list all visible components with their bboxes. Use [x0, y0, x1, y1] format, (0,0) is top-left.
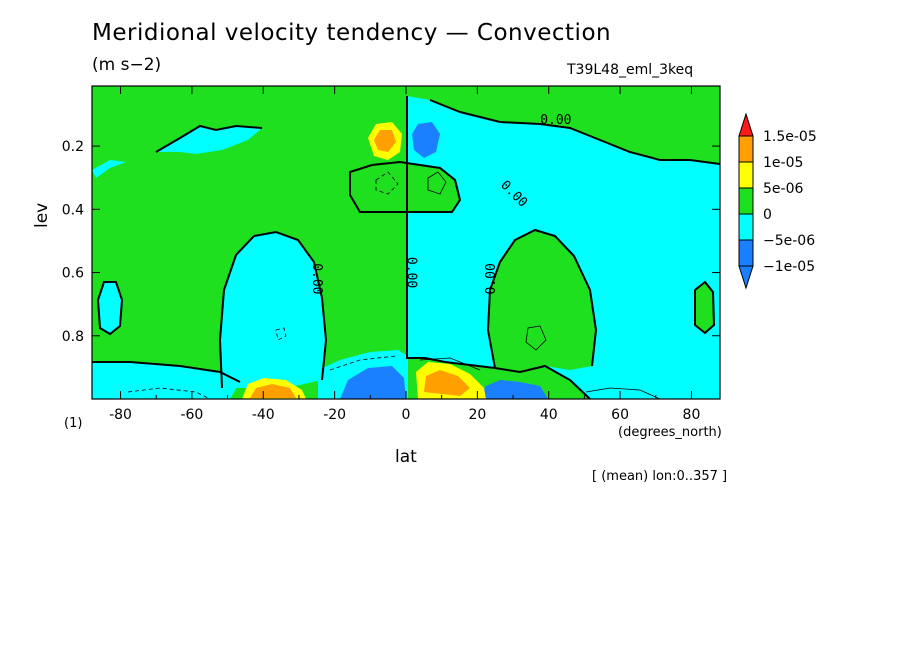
colorbar-tick-label: 5e-06: [763, 181, 803, 197]
x-tick-label: -40: [252, 407, 275, 423]
y-axis: 0.2 0.4 0.6 0.8: [62, 139, 720, 345]
field-region-sh-midlat-negative: [220, 232, 326, 388]
zero-contours: [92, 96, 720, 399]
field-region-nh-surface-core-negative: [478, 380, 548, 399]
y-tick-label: 0.4: [62, 202, 84, 218]
colorbar-band: [738, 135, 754, 163]
y-tick-label: 0.6: [62, 266, 84, 282]
field-region-sh-surface-negative: [92, 362, 240, 399]
chart-title: Meridional velocity tendency — Convectio…: [92, 20, 612, 46]
contour-value-label: 0.00: [484, 263, 499, 294]
x-axis-label: lat: [395, 447, 417, 467]
colorbar-bottom-arrow: [738, 265, 754, 290]
colorbar-tick-label: 0: [763, 207, 772, 223]
x-tick-label: 60: [611, 407, 629, 423]
colorbar-tick-label: 1e-05: [763, 155, 803, 171]
colorbar-band: [738, 187, 754, 215]
y-bottom-label: (1): [64, 416, 83, 431]
field-region-strat-dipole-negative: [412, 122, 440, 158]
colorbar-tick-label: −1e-05: [763, 259, 815, 275]
x-tick-label: -20: [323, 407, 346, 423]
footnote: [ (mean) lon:0..357 ]: [592, 469, 728, 484]
colorbar-tick-label: 1.5e-05: [763, 129, 817, 145]
field-region-strat-dipole-core-positive: [374, 130, 396, 152]
field-region-strat-left-negative: [92, 160, 126, 178]
contour-value-label: 0.00: [403, 257, 418, 288]
y-tick-label: 0.8: [62, 329, 84, 345]
colorbar-band: [738, 213, 754, 241]
x-tick-label: 40: [540, 407, 558, 423]
x-tick-label: 80: [683, 407, 701, 423]
field-region-nh-surface-core-positive: [424, 370, 470, 396]
x-axis-units: (degrees_north): [618, 425, 722, 440]
plot-area: [92, 86, 720, 399]
colorbar-top-arrow: [738, 112, 754, 137]
field-region-arctic-positive: [695, 282, 714, 333]
field-region-sh-surface-core-positive: [250, 384, 296, 398]
x-axis: -80 -60 -40 -20 0 20 40 60 80: [109, 86, 700, 423]
contour-value-label: 0.00: [540, 113, 571, 128]
y-tick-label: 0.2: [62, 139, 84, 155]
colorbar-band: [738, 239, 754, 267]
contour-value-label: 0.00: [309, 263, 324, 294]
field-region-nh-positive: [488, 230, 596, 372]
field-region-strat-negative: [156, 126, 262, 154]
colorbar-tick-label: −5e-06: [763, 233, 815, 249]
run-id-label: T39L48_eml_3keq: [567, 62, 694, 78]
colorbar-band: [738, 161, 754, 189]
secondary-contours: [127, 171, 661, 399]
x-tick-label: -60: [180, 407, 203, 423]
colorbar: 1.5e-05 1e-05 5e-06 0 −5e-06 −1e-05: [738, 112, 817, 290]
field-region-nh-upper-positive: [350, 162, 460, 212]
chart-units: (m s−2): [92, 55, 162, 75]
field-region-tropics-core-negative: [340, 366, 406, 399]
x-tick-label: 20: [468, 407, 486, 423]
x-tick-label: -80: [109, 407, 132, 423]
field-region-sh-polar-negative: [98, 282, 122, 334]
x-tick-label: 0: [402, 407, 411, 423]
